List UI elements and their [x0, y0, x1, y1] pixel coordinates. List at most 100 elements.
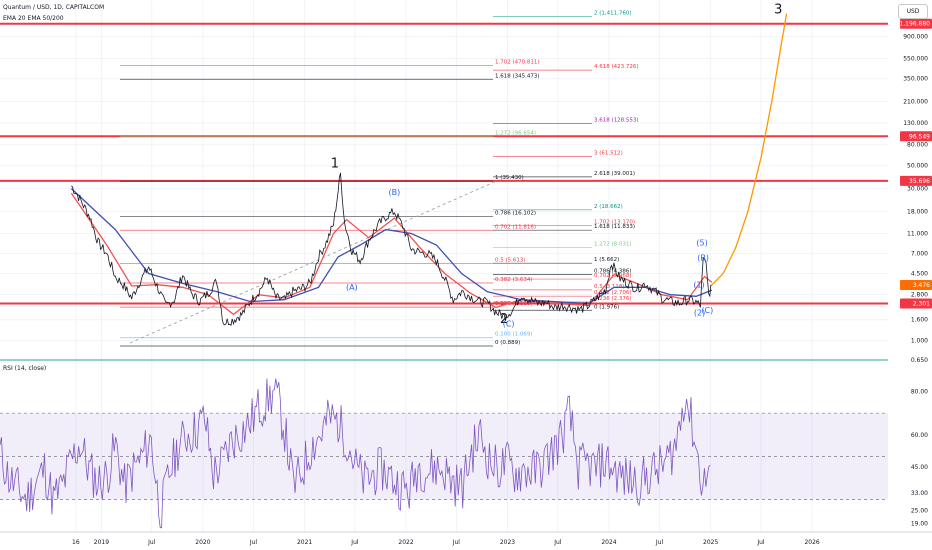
fib-left-label: 1 (35.430)	[495, 175, 524, 181]
price-axis-bg	[888, 0, 932, 532]
fib-right-label: 0.786 (4.386)	[594, 269, 632, 275]
fib-right-label: 1 (5.662)	[594, 257, 619, 263]
time-tick-label: 2023	[500, 539, 515, 546]
indicators-legend[interactable]: EMA 20 EMA 50/200	[3, 15, 64, 22]
time-tick-label: 16	[72, 539, 80, 546]
price-tick-label: 11.000	[907, 230, 928, 237]
time-tick-label: Jul	[553, 539, 562, 546]
wave-label: 3	[774, 3, 782, 18]
price-line	[71, 172, 712, 327]
fib-right-label: 0.236 (2.376)	[594, 296, 632, 302]
wave-labels: 123(A)(B)(C)(5)(B)(1)(C)(2)	[331, 3, 783, 329]
rsi-series	[0, 378, 888, 529]
fib-left-label: 0.236 (2.118)	[495, 301, 533, 307]
ema-line	[711, 13, 788, 286]
price-tick-label: 0.650	[911, 357, 928, 364]
fib-left-label: 0.702 (11.816)	[495, 224, 536, 230]
price-tick-label: 4.500	[911, 270, 928, 277]
fib-right-label: 2.618 (39.001)	[594, 171, 635, 177]
grid	[0, 0, 932, 532]
time-tick-label: 2020	[195, 539, 210, 546]
rsi-tick-label: 33.00	[911, 490, 928, 497]
time-axis: 16 2019 Jul 2020 Jul 2021 Jul 2022 Jul 2023 Jul 202…	[0, 531, 932, 550]
time-tick-label: 2021	[297, 539, 312, 546]
trend-line	[129, 181, 496, 344]
price-tick-label: 7.000	[911, 251, 928, 258]
rsi-tick-label: 25.00	[911, 507, 928, 514]
fib-right-label: 3.618 (128.553)	[594, 117, 639, 123]
rsi-tick-label: 80.00	[911, 389, 928, 396]
fib-left-label: 1.272 (96.654)	[495, 130, 536, 136]
price-marker-bg	[900, 131, 932, 142]
ema-lines	[70, 13, 788, 316]
time-tick-label: 2022	[398, 539, 413, 546]
price-tick-label: 50.000	[907, 163, 928, 170]
price-marker-bg	[900, 18, 932, 29]
wave-label: (B)	[389, 188, 401, 197]
fib-left-label: 0.100 (1.069)	[495, 332, 533, 338]
time-tick-label: Jul	[350, 539, 359, 546]
price-series	[71, 172, 712, 327]
price-tick-label: 130.000	[903, 120, 928, 127]
wave-label: (B)	[697, 254, 709, 263]
rsi-line	[0, 378, 711, 529]
fib-right-label: 0.5 (3.118)	[594, 284, 625, 290]
time-tick-label: Jul	[452, 539, 461, 546]
price-marker-label: 35.696	[909, 178, 930, 185]
wave-label: 1	[331, 157, 339, 172]
price-marker-bg	[900, 175, 932, 186]
price-axis: 900.000 550.000 350.000 210.000 130.000 80.00…	[888, 0, 932, 532]
fib-left-label: 1.618 (345.473)	[495, 73, 540, 79]
wave-label: (2)	[694, 309, 705, 318]
price-markers: 1,196.880 96.549 35.696 3.476 2.301	[899, 18, 932, 309]
fibonacci-levels: 1.702 (470.811) 1.618 (345.473) 1.272 (96.…	[120, 10, 639, 347]
wave-label: (5)	[696, 239, 707, 248]
rsi-title[interactable]: RSI (14, close)	[3, 365, 47, 372]
fib-left-label: 0.786 (16.102)	[495, 210, 536, 216]
ema-line	[70, 188, 713, 305]
wave-label: (1)	[693, 280, 704, 289]
wave-label: (A)	[346, 283, 358, 292]
price-tick-label: 550.000	[903, 55, 928, 62]
time-tick-label: 2019	[94, 539, 109, 546]
wave-label: 2	[500, 312, 508, 327]
time-tick-label: Jul	[147, 539, 156, 546]
price-tick-label: 1.000	[911, 338, 928, 345]
price-marker-label: 96.549	[909, 133, 930, 140]
rsi-tick-label: 60.00	[911, 432, 928, 439]
ema-line	[70, 192, 713, 316]
rsi-tick-label: 45.00	[911, 464, 928, 471]
time-tick-label: 2024	[601, 539, 616, 546]
price-tick-label: 1.600	[911, 317, 928, 324]
fib-right-label: 0 (1.976)	[594, 304, 619, 310]
fib-right-label: 1.618 (11.833)	[594, 224, 635, 230]
fib-right-label: 0.382 (2.706)	[594, 290, 632, 296]
fib-right-label: 1.702 (13.170)	[594, 219, 635, 225]
fib-right-label: 2 (1,411.760)	[594, 10, 632, 16]
fib-left-label: 0 (0.889)	[495, 340, 520, 346]
price-marker-label: 2.301	[913, 300, 930, 307]
time-tick-label: Jul	[655, 539, 664, 546]
currency-button[interactable]: USD	[898, 4, 928, 19]
wave-label: (C)	[503, 319, 515, 328]
fib-left-label: 0.382 (3.634)	[495, 277, 533, 283]
price-marker-bg	[900, 298, 932, 309]
fib-right-label: 4.618 (423.726)	[594, 64, 639, 70]
fib-right-label: 1.272 (8.031)	[594, 242, 632, 248]
time-tick-label: 2025	[703, 539, 718, 546]
symbol-title: Quantum / USD, 1D, CAPITALCOM	[3, 4, 105, 11]
time-tick-label: Jul	[249, 539, 258, 546]
wave-label: (C)	[701, 306, 713, 315]
price-tick-label: 350.000	[903, 76, 928, 83]
price-marker-label: 1,196.880	[899, 21, 930, 28]
fib-right-label: 2 (18.662)	[594, 204, 623, 210]
fib-right-label: 3 (61.512)	[594, 150, 623, 156]
time-tick-label: Jul	[756, 539, 765, 546]
price-marker-label: 3.476	[913, 282, 930, 289]
fib-left-label: 1.702 (470.811)	[495, 59, 540, 65]
time-tick-label: 2026	[804, 539, 819, 546]
fib-left-label: 0.5 (5.613)	[495, 258, 526, 264]
rsi-tick-label: 19.00	[911, 520, 928, 527]
price-marker-bg	[900, 280, 932, 291]
